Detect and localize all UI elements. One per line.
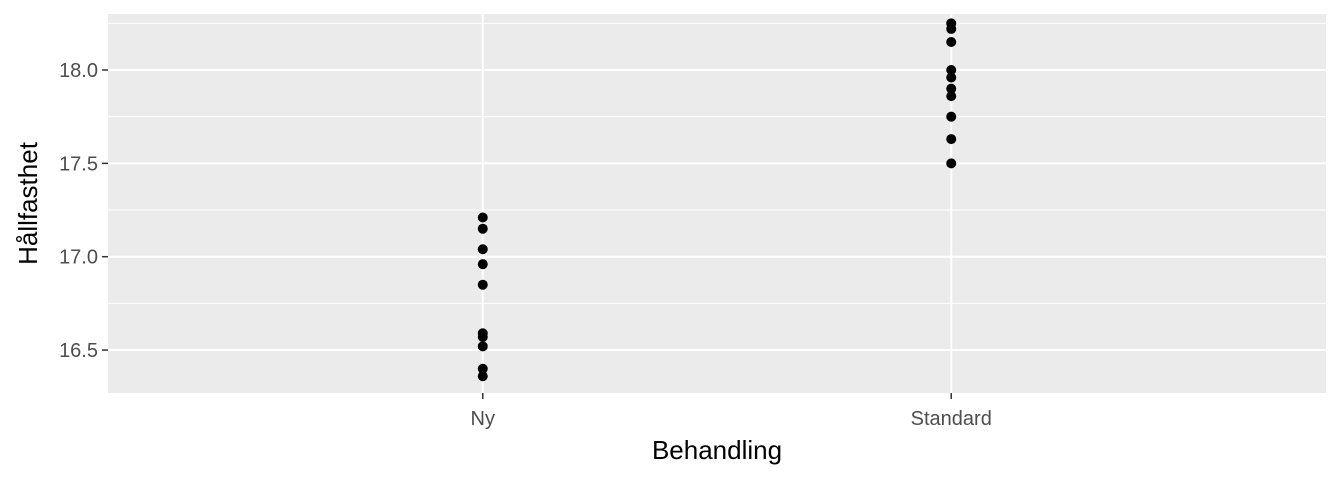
- point-standard-3: [946, 65, 957, 76]
- y-axis-ticks: 16.5 17.0 17.5 18.0: [59, 60, 108, 362]
- x-tick-label-0: Ny: [471, 408, 495, 430]
- point-ny-1: [477, 223, 488, 234]
- point-ny-4: [477, 279, 488, 290]
- point-standard-5: [946, 83, 957, 94]
- x-axis-title: Behandling: [652, 435, 782, 465]
- point-ny-2: [477, 244, 488, 255]
- point-ny-0: [477, 212, 488, 223]
- point-standard-6: [946, 91, 957, 102]
- minor-gridlines: [108, 22, 1326, 304]
- point-standard-9: [946, 158, 957, 169]
- x-tick-label-1: Standard: [911, 408, 992, 430]
- y-tick-label-1: 17.0: [59, 247, 98, 269]
- point-ny-9: [477, 371, 488, 382]
- point-ny-3: [477, 259, 488, 270]
- plot-panel: [108, 14, 1326, 393]
- point-standard-8: [946, 134, 957, 145]
- y-tick-label-0: 16.5: [59, 340, 98, 362]
- data-points: [477, 18, 957, 382]
- point-standard-7: [946, 111, 957, 122]
- point-ny-7: [477, 341, 488, 352]
- point-standard-2: [946, 37, 957, 48]
- x-axis-ticks: Ny Standard: [471, 393, 992, 430]
- y-tick-label-3: 18.0: [59, 60, 98, 82]
- major-gridlines: [108, 14, 1326, 393]
- point-standard-4: [946, 72, 957, 83]
- point-ny-6: [477, 331, 488, 342]
- point-standard-1: [946, 23, 957, 34]
- point-ny-8: [477, 363, 488, 374]
- y-axis-title: Hållfasthet: [13, 141, 43, 265]
- y-tick-label-2: 17.5: [59, 153, 98, 175]
